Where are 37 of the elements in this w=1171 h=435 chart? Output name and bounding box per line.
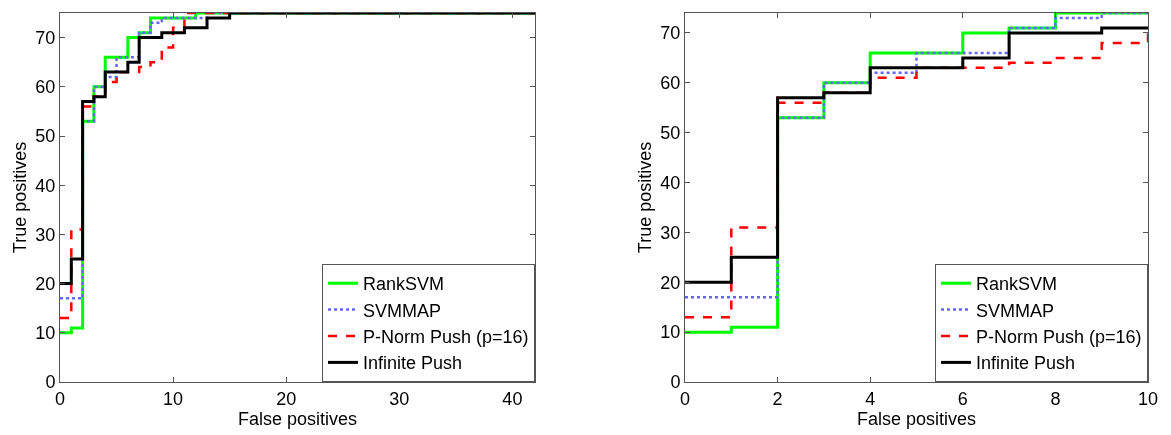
y-tick-label: 20: [35, 273, 56, 294]
y-tick-label: 30: [660, 222, 681, 243]
y-tick-label: 60: [35, 77, 56, 98]
x-tick-label: 20: [276, 388, 297, 409]
y-axis-title: True positives: [9, 141, 30, 254]
legend-label: P-Norm Push (p=16): [976, 327, 1142, 348]
x-tick-label: 10: [1137, 388, 1159, 409]
legend-label: SVMMAP: [363, 300, 442, 321]
y-tick-label: 40: [660, 172, 681, 193]
legend-label: RankSVM: [363, 274, 445, 295]
y-tick-label: 50: [35, 126, 56, 147]
y-tick-label: 20: [660, 272, 681, 293]
y-tick-label: 50: [660, 122, 681, 143]
x-tick-label: 10: [163, 388, 184, 409]
y-tick-label: 70: [35, 27, 56, 48]
x-axis-title: False positives: [237, 408, 358, 429]
x-tick-label: 6: [957, 388, 968, 409]
y-tick-label: 10: [35, 323, 56, 344]
y-tick-label: 40: [35, 175, 56, 196]
legend-label: RankSVM: [976, 274, 1058, 295]
x-axis-title: False positives: [856, 408, 977, 429]
legend-label: Infinite Push: [976, 353, 1076, 374]
y-tick-label: 10: [660, 322, 681, 343]
y-tick-label: 70: [660, 23, 681, 44]
y-tick-label: 0: [670, 372, 681, 393]
x-tick-label: 40: [502, 388, 523, 409]
y-tick-label: 0: [45, 372, 56, 393]
x-tick-label: 8: [1050, 388, 1061, 409]
legend-label: SVMMAP: [976, 300, 1055, 321]
legend-label: P-Norm Push (p=16): [363, 327, 529, 348]
legend-label: Infinite Push: [363, 353, 463, 374]
x-tick-label: 2: [772, 388, 783, 409]
x-tick-label: 30: [389, 388, 410, 409]
y-tick-label: 30: [35, 224, 56, 245]
x-tick-label: 4: [865, 388, 876, 409]
y-axis-title: True positives: [634, 141, 655, 254]
y-tick-label: 60: [660, 73, 681, 94]
